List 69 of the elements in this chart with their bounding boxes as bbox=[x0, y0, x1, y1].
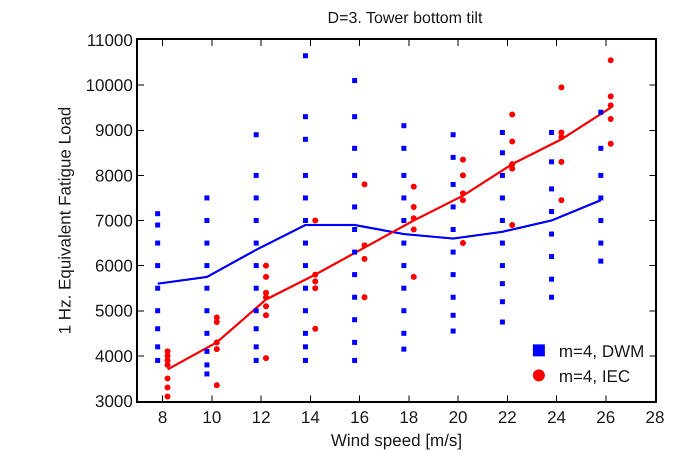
y-tick-label: 11000 bbox=[86, 30, 133, 50]
chart-title: D=3. Tower bottom tilt bbox=[328, 10, 483, 28]
point bbox=[558, 134, 564, 140]
x-axis-title: Wind speed [m/s] bbox=[330, 431, 462, 450]
point bbox=[263, 312, 270, 318]
point bbox=[558, 158, 564, 165]
point bbox=[460, 172, 466, 178]
point bbox=[608, 57, 614, 64]
x-tick-label: 22 bbox=[498, 408, 517, 428]
point bbox=[263, 262, 270, 269]
x-tick-label: 26 bbox=[596, 408, 616, 428]
point bbox=[410, 204, 417, 210]
legend-label: m=4, IEC bbox=[558, 367, 630, 386]
point bbox=[214, 346, 220, 352]
x-tick-label: 12 bbox=[252, 408, 271, 428]
x-tick-label: 16 bbox=[350, 408, 370, 428]
point bbox=[460, 197, 466, 204]
point bbox=[460, 190, 466, 196]
point bbox=[164, 384, 171, 390]
point bbox=[608, 93, 614, 100]
point bbox=[312, 218, 318, 224]
x-tick-label: 24 bbox=[547, 408, 566, 428]
y-tick-label: 4000 bbox=[95, 346, 133, 366]
y-tick-label: 7000 bbox=[95, 211, 133, 230]
point bbox=[558, 197, 564, 204]
point bbox=[263, 274, 270, 280]
point bbox=[214, 319, 220, 326]
point bbox=[410, 215, 417, 222]
point bbox=[608, 102, 614, 108]
x-tick-label: 28 bbox=[646, 408, 664, 428]
point bbox=[164, 375, 171, 382]
point bbox=[164, 393, 171, 400]
point bbox=[263, 355, 270, 362]
y-tick-label: 6000 bbox=[95, 256, 133, 276]
x-tick-label: 8 bbox=[158, 408, 168, 428]
y-tick-label: 5000 bbox=[95, 302, 133, 321]
point bbox=[263, 303, 270, 310]
point bbox=[608, 140, 614, 147]
point bbox=[410, 226, 417, 233]
point bbox=[410, 274, 417, 280]
point bbox=[460, 240, 466, 246]
x-tick-label: 18 bbox=[399, 408, 418, 428]
point bbox=[509, 166, 516, 172]
point bbox=[460, 156, 466, 163]
point bbox=[312, 326, 318, 332]
y-tick-label: 10000 bbox=[86, 76, 133, 96]
point bbox=[312, 278, 318, 284]
x-tick-label: 20 bbox=[448, 408, 468, 428]
point bbox=[214, 382, 220, 388]
y-tick-label: 3000 bbox=[95, 392, 133, 411]
point bbox=[509, 222, 516, 228]
point bbox=[509, 138, 516, 145]
point bbox=[608, 116, 614, 122]
point bbox=[312, 285, 318, 292]
point bbox=[558, 84, 564, 90]
x-tick-label: 10 bbox=[202, 408, 222, 428]
y-tick-label: 9000 bbox=[95, 121, 133, 140]
point bbox=[509, 111, 516, 118]
y-axis-title: 1 Hz. Equivalent Fatigue Load bbox=[56, 106, 75, 334]
point bbox=[362, 181, 368, 188]
point bbox=[362, 256, 368, 262]
point bbox=[410, 184, 417, 190]
point bbox=[362, 294, 368, 300]
point bbox=[312, 272, 318, 278]
x-tick-label: 14 bbox=[300, 408, 320, 428]
point bbox=[362, 242, 368, 248]
y-tick-label: 8000 bbox=[95, 166, 133, 186]
point bbox=[214, 339, 220, 346]
legend-label: m=4, DWM bbox=[558, 342, 644, 361]
